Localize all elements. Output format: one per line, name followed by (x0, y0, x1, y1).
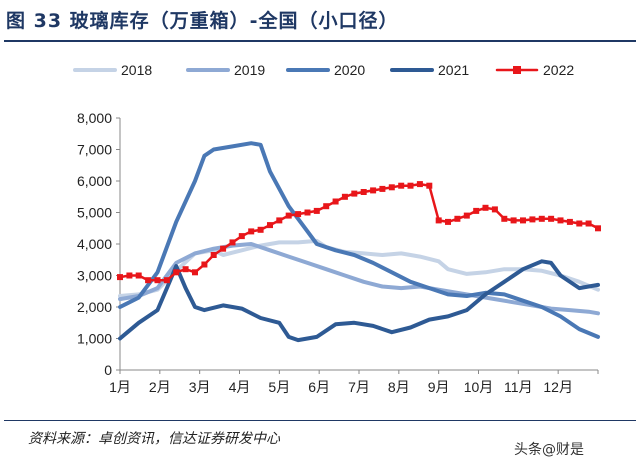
x-tick-label: 9月 (428, 379, 450, 395)
data-point-2022 (595, 225, 601, 232)
data-point-2022 (379, 185, 386, 192)
data-point-2022 (201, 261, 208, 268)
x-tick-label: 7月 (348, 379, 370, 395)
data-point-2022 (566, 218, 573, 225)
data-point-2022 (135, 272, 142, 279)
data-point-2022 (473, 207, 480, 214)
data-point-2022 (360, 189, 367, 195)
y-tick-label: 6,000 (77, 173, 112, 189)
data-point-2022 (173, 269, 180, 276)
data-point-2022 (257, 226, 264, 233)
data-point-2022 (341, 193, 348, 200)
data-point-2022 (482, 204, 489, 211)
data-point-2022 (351, 190, 358, 197)
data-point-2022 (295, 211, 302, 218)
data-point-2022 (220, 245, 227, 252)
data-point-2022 (520, 217, 526, 224)
data-point-2022 (238, 233, 245, 240)
data-point-2022 (491, 206, 498, 213)
series-line-2022 (118, 182, 600, 282)
data-point-2022 (510, 217, 517, 224)
y-tick-label: 4,000 (77, 236, 112, 252)
data-point-2022 (454, 215, 461, 222)
x-tick-label: 1月 (109, 379, 131, 395)
legend: 2018 2019 2020 2021 2022 (73, 62, 574, 78)
y-tick-label: 0 (104, 362, 112, 378)
data-point-2022 (117, 274, 123, 281)
data-point-2022 (501, 215, 508, 222)
y-tick-label: 8,000 (77, 110, 112, 126)
data-point-2022 (388, 184, 395, 191)
data-point-2022 (163, 277, 170, 284)
x-tick-label: 4月 (229, 379, 251, 395)
data-point-2022 (145, 277, 152, 284)
y-tick-label: 1,000 (77, 331, 112, 347)
data-point-2022 (229, 239, 236, 246)
y-tick-label: 2,000 (77, 299, 112, 315)
title-underline (4, 40, 636, 42)
data-point-2022 (445, 218, 451, 225)
data-point-2022 (313, 207, 320, 214)
legend-label-2018: 2018 (121, 62, 152, 78)
data-point-2022 (370, 187, 377, 194)
data-point-2022 (285, 212, 292, 219)
data-point-2022 (576, 220, 583, 227)
data-point-2022 (267, 222, 273, 229)
watermark-badge: 头条@财是 (506, 436, 592, 462)
data-point-2022 (407, 182, 414, 189)
data-point-2022 (126, 272, 133, 279)
x-tick-label: 5月 (268, 379, 290, 395)
series-group (117, 141, 601, 343)
data-point-2022 (304, 209, 311, 216)
legend-marker-2022 (513, 66, 521, 74)
inventory-line-chart: 2018 2019 2020 2021 2022 0 1,000 2,000 3,000 4,0… (73, 62, 601, 395)
legend-label-2021: 2021 (438, 62, 469, 78)
data-point-2022 (192, 269, 198, 276)
data-point-2022 (323, 203, 330, 210)
y-axis: 0 1,000 2,000 3,000 4,000 5,000 6,000 7,000 8,00… (77, 110, 121, 378)
legend-label-2022: 2022 (543, 62, 574, 78)
footer-divider (4, 420, 636, 421)
data-point-2022 (332, 198, 339, 205)
x-tick-label: 11月 (504, 379, 533, 395)
data-point-2022 (463, 212, 470, 219)
data-point-2022 (182, 266, 189, 273)
data-point-2022 (210, 252, 217, 258)
series-line-2020 (118, 141, 600, 339)
data-point-2022 (585, 220, 592, 227)
data-point-2022 (426, 182, 433, 189)
legend-label-2020: 2020 (334, 62, 365, 78)
y-tick-label: 3,000 (77, 268, 112, 284)
y-tick-label: 5,000 (77, 205, 112, 221)
chart-title: 图 33 玻璃库存（万重箱）-全国（小口径） (6, 10, 399, 32)
data-point-2022 (416, 181, 423, 188)
source-note: 资料来源：卓创资讯，信达证券研发中心 (28, 431, 280, 447)
y-tick-label: 7,000 (77, 142, 112, 158)
series-line-2021 (118, 259, 600, 343)
legend-label-2019: 2019 (234, 62, 265, 78)
x-tick-label: 6月 (308, 379, 330, 395)
x-tick-label: 8月 (388, 379, 410, 395)
x-tick-label: 12月 (543, 379, 573, 395)
data-point-2022 (398, 182, 405, 189)
data-point-2022 (548, 215, 555, 222)
data-point-2022 (529, 216, 536, 223)
x-axis: 1月 2月 3月 4月 5月 6月 7月 8月 9月 10月 11月 12月 (109, 369, 599, 395)
data-point-2022 (276, 217, 283, 224)
data-point-2022 (557, 217, 564, 224)
x-tick-label: 10月 (464, 379, 494, 395)
data-point-2022 (435, 217, 442, 224)
data-point-2022 (538, 215, 545, 222)
x-tick-label: 3月 (189, 379, 211, 395)
data-point-2022 (248, 228, 255, 235)
data-point-2022 (154, 277, 161, 284)
series-line-2019 (118, 242, 600, 316)
x-tick-label: 2月 (149, 379, 171, 395)
